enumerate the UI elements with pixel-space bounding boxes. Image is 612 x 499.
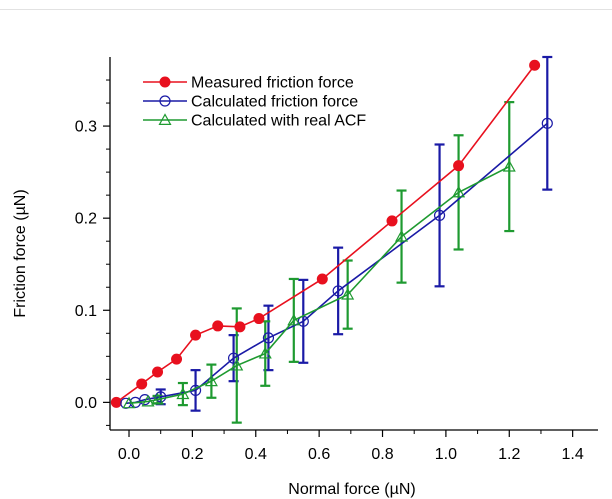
- data-point-marker: [159, 76, 171, 88]
- data-point-marker: [395, 229, 409, 242]
- data-point-marker: [136, 378, 148, 390]
- data-point-marker: [152, 366, 164, 378]
- series-layer: [110, 59, 553, 409]
- data-point-marker: [230, 358, 244, 371]
- x-tick-label: 1.4: [562, 446, 584, 463]
- data-point-marker: [386, 215, 398, 227]
- data-point-marker: [234, 321, 246, 333]
- y-ticks: 0.0 0.1 0.2 0.3: [75, 79, 110, 426]
- y-tick-label: 0.2: [75, 211, 97, 228]
- data-point-marker: [227, 352, 240, 364]
- top-divider: [0, 9, 612, 10]
- x-tick-label: 0.8: [371, 446, 393, 463]
- data-point-marker: [332, 285, 344, 297]
- series-line: [125, 122, 548, 405]
- legend-item: Calculated friction force: [143, 94, 358, 111]
- data-point-marker: [204, 374, 218, 387]
- data-point-marker: [433, 209, 446, 222]
- data-point-marker: [541, 117, 553, 129]
- x-tick-label: 0.0: [118, 446, 140, 463]
- data-point-marker: [262, 332, 275, 344]
- data-point-marker: [316, 273, 328, 285]
- x-tick-label: 0.2: [181, 446, 203, 463]
- data-point-marker: [122, 396, 136, 409]
- data-point-marker: [190, 329, 202, 341]
- legend-label: Measured friction force: [191, 75, 354, 92]
- series-2: [120, 117, 553, 409]
- series-line: [128, 165, 510, 405]
- x-ticks: 0.0 0.2 0.4 0.6 0.8 1.0 1.2 1.4: [118, 430, 584, 463]
- y-tick-label: 0.0: [75, 395, 97, 412]
- x-tick-label: 1.0: [435, 446, 457, 463]
- data-point-marker: [158, 113, 172, 126]
- data-point-marker: [287, 313, 301, 326]
- x-tick-label: 1.2: [498, 446, 520, 463]
- legend: Measured friction force Calculated fricti…: [143, 75, 366, 130]
- y-axis-label: Friction force (µN): [12, 189, 29, 317]
- series-1: [110, 59, 541, 408]
- data-point-marker: [452, 185, 466, 198]
- x-axis-label: Normal force (µN): [288, 481, 415, 498]
- legend-item: Calculated with real ACF: [143, 113, 366, 130]
- y-tick-label: 0.1: [75, 303, 97, 320]
- data-point-marker: [502, 159, 516, 172]
- data-point-marker: [253, 313, 265, 325]
- data-point-marker: [453, 160, 465, 172]
- data-point-marker: [151, 392, 165, 405]
- axes: [109, 57, 598, 431]
- data-point-marker: [212, 320, 224, 332]
- legend-item: Measured friction force: [143, 75, 354, 92]
- legend-label: Calculated with real ACF: [191, 113, 366, 130]
- data-point-marker: [176, 387, 190, 400]
- legend-label: Calculated friction force: [191, 94, 358, 111]
- data-point-marker: [258, 346, 272, 359]
- x-tick-label: 0.6: [308, 446, 330, 463]
- data-point-marker: [171, 353, 183, 365]
- data-point-marker: [159, 95, 171, 107]
- data-point-marker: [110, 396, 122, 408]
- y-tick-label: 0.3: [75, 119, 97, 136]
- x-tick-label: 0.4: [245, 446, 267, 463]
- data-point-marker: [141, 394, 155, 407]
- data-point-marker: [341, 287, 355, 300]
- series-3: [122, 159, 516, 409]
- data-point-marker: [529, 59, 541, 71]
